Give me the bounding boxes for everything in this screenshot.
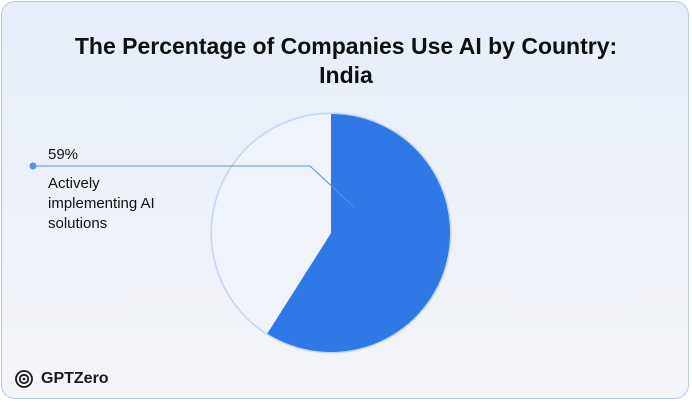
slice-category-label: Actively implementing AI solutions [48, 175, 155, 232]
chart-title-line-1: The Percentage of Companies Use AI by Co… [74, 33, 618, 59]
brand-logo: GPTZero [14, 369, 109, 389]
gptzero-logo-icon [15, 370, 33, 388]
slice-callout: 59% Actively implementing AI solutions [48, 145, 178, 234]
chart-title: The Percentage of Companies Use AI by Co… [2, 32, 688, 90]
chart-title-line-2: India [319, 62, 373, 88]
slice-value-label: 59% [48, 146, 79, 163]
brand-name: GPTZero [41, 370, 109, 387]
callout-anchor-dot [29, 162, 37, 170]
callout-leader-line [33, 165, 355, 208]
pie-slice-remainder [211, 114, 331, 334]
pie-slice-implementing [267, 114, 450, 353]
